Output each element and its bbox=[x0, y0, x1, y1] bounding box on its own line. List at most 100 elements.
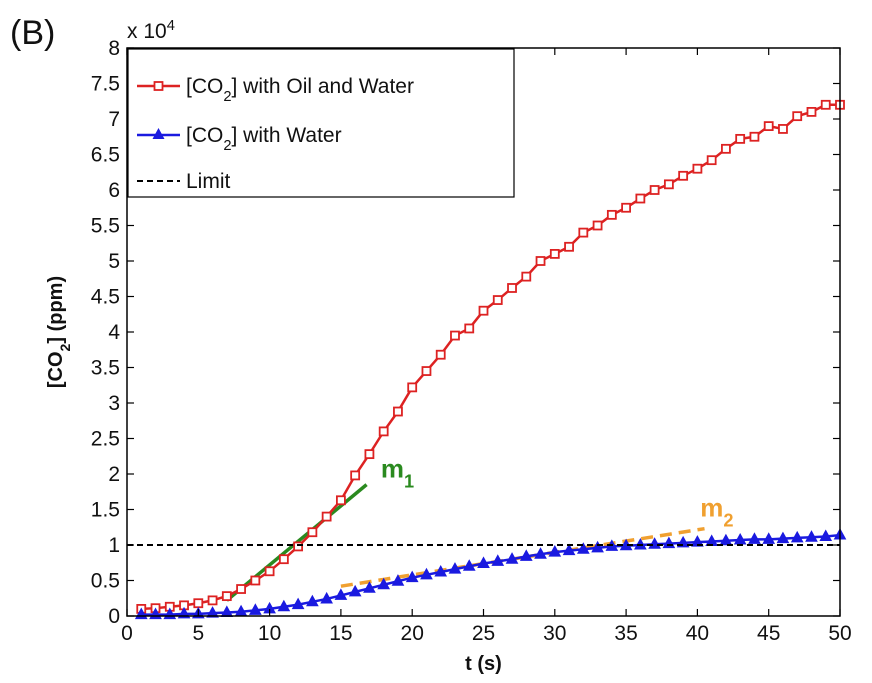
water-point bbox=[391, 574, 405, 586]
water-point bbox=[548, 545, 562, 557]
oil-water-point bbox=[678, 170, 689, 181]
oil-water-point bbox=[606, 209, 617, 220]
x-axis-label: t (s) bbox=[465, 653, 502, 675]
water-point bbox=[762, 532, 776, 544]
slope-label-m1: m1 bbox=[381, 454, 414, 492]
water-point bbox=[748, 532, 761, 544]
oil-water-point bbox=[564, 241, 574, 252]
oil-water-point bbox=[621, 202, 631, 213]
y-axis-label: [CO2] (ppm) bbox=[45, 276, 73, 388]
oil-water-point bbox=[663, 179, 674, 190]
oil-water-point bbox=[578, 227, 589, 238]
water-point bbox=[591, 540, 604, 553]
water-point bbox=[534, 547, 547, 559]
y-tick-label: 2.5 bbox=[91, 428, 120, 451]
oil-water-point bbox=[792, 111, 803, 122]
y-tick-label: 2 bbox=[108, 463, 120, 486]
y-tick-label: 6 bbox=[108, 179, 120, 202]
x-tick-label: 10 bbox=[258, 622, 281, 645]
water-point bbox=[491, 554, 505, 566]
series-0 bbox=[136, 99, 845, 614]
oil-water-point bbox=[535, 256, 546, 266]
oil-water-point bbox=[350, 470, 361, 481]
oil-water-point bbox=[236, 584, 246, 594]
slope-line-m2 bbox=[340, 526, 705, 588]
x-tick-label: 30 bbox=[543, 622, 566, 645]
oil-water-point bbox=[478, 305, 489, 316]
water-point bbox=[405, 570, 419, 583]
water-point bbox=[377, 577, 391, 590]
y-tick-label: 3 bbox=[108, 392, 120, 415]
x-tick-label: 40 bbox=[686, 622, 709, 645]
oil-water-point bbox=[592, 220, 603, 231]
y-tick-label: 1 bbox=[108, 534, 120, 557]
legend-marker bbox=[153, 81, 164, 91]
water-point bbox=[519, 549, 533, 561]
oil-water-point bbox=[549, 248, 560, 259]
water-point bbox=[448, 562, 462, 574]
oil-water-point bbox=[692, 163, 703, 174]
oil-water-point bbox=[435, 349, 446, 360]
oil-water-point bbox=[378, 426, 389, 437]
water-point bbox=[348, 584, 362, 597]
water-point bbox=[277, 599, 291, 612]
oil-water-point bbox=[450, 330, 460, 341]
legend-item-0: [CO2] with Oil and Water bbox=[137, 75, 414, 105]
y-tick-label: 4 bbox=[108, 321, 120, 344]
oil-water-point bbox=[778, 124, 788, 134]
panel-label: (B) bbox=[10, 14, 56, 52]
y-tick-label: 6.5 bbox=[91, 144, 120, 167]
y-tick-label: 7.5 bbox=[91, 73, 120, 96]
water-point bbox=[776, 531, 790, 544]
oil-water-point bbox=[464, 323, 475, 334]
water-point bbox=[420, 567, 433, 580]
legend-item-2: Limit bbox=[137, 170, 231, 193]
x-tick-label: 45 bbox=[757, 622, 780, 645]
oil-water-point bbox=[335, 495, 346, 506]
water-point bbox=[291, 597, 305, 610]
water-point bbox=[334, 588, 348, 600]
legend-label: Limit bbox=[186, 170, 231, 193]
legend-label: [CO2] with Water bbox=[186, 124, 342, 154]
y-tick-label: 5.5 bbox=[91, 215, 120, 238]
oil-water-point bbox=[721, 143, 731, 154]
y-tick-label: 8 bbox=[108, 37, 120, 60]
water-point bbox=[819, 529, 833, 541]
water-point bbox=[306, 594, 319, 607]
water-point bbox=[790, 530, 804, 543]
y-tick-label: 1.5 bbox=[91, 499, 120, 522]
oil-water-point bbox=[521, 271, 532, 282]
x-tick-label: 20 bbox=[401, 622, 424, 645]
legend-label: [CO2] with Oil and Water bbox=[186, 75, 414, 105]
water-point bbox=[206, 606, 219, 618]
water-point bbox=[434, 564, 448, 577]
water-point bbox=[248, 603, 262, 615]
legend-marker bbox=[152, 128, 165, 139]
legend-item-1: [CO2] with Water bbox=[137, 124, 342, 154]
oil-water-point bbox=[763, 121, 774, 131]
water-point bbox=[462, 559, 476, 571]
oil-water-point bbox=[492, 295, 503, 305]
oil-water-point bbox=[307, 527, 318, 538]
x-tick-label: 35 bbox=[614, 622, 637, 645]
y-tick-label: 0.5 bbox=[91, 570, 120, 593]
x-tick-label: 25 bbox=[472, 622, 495, 645]
oil-water-point bbox=[293, 541, 304, 552]
y-tick-label: 4.5 bbox=[91, 286, 120, 309]
series-1 bbox=[134, 528, 847, 620]
y-tick-label: 3.5 bbox=[91, 357, 120, 380]
oil-water-point bbox=[193, 598, 204, 609]
legend-box bbox=[127, 48, 515, 198]
oil-water-point bbox=[221, 591, 232, 602]
water-point bbox=[363, 581, 376, 593]
water-point bbox=[320, 591, 333, 604]
oil-water-point bbox=[820, 99, 831, 110]
oil-water-point bbox=[421, 366, 432, 376]
oil-water-point bbox=[207, 595, 218, 606]
x-tick-label: 0 bbox=[121, 622, 133, 645]
y-tick-label: 0 bbox=[108, 605, 120, 628]
oil-water-point bbox=[364, 449, 375, 460]
y-tick-label: 5 bbox=[108, 250, 120, 273]
y-exponent-label: x 104 bbox=[127, 18, 175, 43]
